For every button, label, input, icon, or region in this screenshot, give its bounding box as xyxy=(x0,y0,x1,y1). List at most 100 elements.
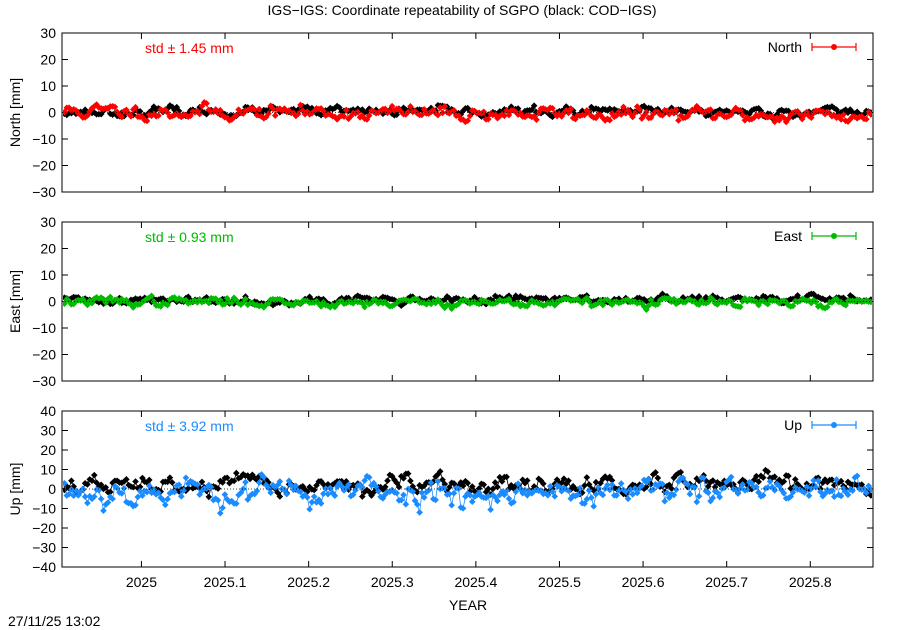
data-point xyxy=(583,474,591,481)
data-point xyxy=(505,295,513,303)
data-point xyxy=(178,113,185,121)
data-point xyxy=(118,479,126,487)
data-point xyxy=(849,487,856,495)
data-point xyxy=(214,485,222,492)
data-point xyxy=(613,492,620,499)
data-point xyxy=(766,478,774,485)
data-point xyxy=(544,491,552,499)
x-tick-label: 2025.6 xyxy=(622,574,665,590)
y-tick-label: −10 xyxy=(32,131,56,147)
data-point xyxy=(549,104,556,112)
data-point xyxy=(97,294,105,301)
data-point xyxy=(239,485,247,493)
data-point xyxy=(436,298,444,306)
data-point xyxy=(466,300,474,307)
data-point xyxy=(414,488,421,496)
data-point xyxy=(84,481,91,488)
data-point xyxy=(118,490,126,497)
data-point xyxy=(803,480,811,488)
data-point xyxy=(624,106,632,114)
y-tick-label: 20 xyxy=(40,241,56,257)
data-point xyxy=(604,107,611,114)
data-point xyxy=(485,115,492,123)
data-point xyxy=(837,492,845,500)
data-point xyxy=(338,297,346,305)
data-point xyxy=(661,497,669,505)
data-point xyxy=(443,293,451,300)
data-point xyxy=(274,489,281,496)
data-point xyxy=(704,483,712,490)
data-point xyxy=(162,106,169,114)
data-point xyxy=(746,295,753,303)
data-point xyxy=(599,491,607,499)
data-point xyxy=(216,106,224,114)
data-point xyxy=(796,297,804,305)
y-axis-label: North [mm] xyxy=(7,78,23,147)
data-point xyxy=(338,483,346,490)
data-point xyxy=(432,299,439,307)
data-point xyxy=(139,474,146,482)
panel-north: −30 −20 −10 0 10 20 30 North [mm] std ± 1.45 mm N… xyxy=(7,25,874,200)
data-point xyxy=(349,491,357,498)
data-point xyxy=(487,110,494,117)
data-point xyxy=(230,113,238,121)
data-point xyxy=(791,476,799,483)
data-point xyxy=(111,482,119,490)
data-point xyxy=(466,112,474,120)
data-point xyxy=(441,484,449,492)
y-tick-label: −30 xyxy=(32,373,56,389)
data-point xyxy=(846,115,854,123)
data-point xyxy=(253,487,261,495)
y-tick-label: 40 xyxy=(40,403,56,419)
data-point xyxy=(599,301,607,309)
data-point xyxy=(210,108,217,116)
data-point xyxy=(352,294,359,301)
data-point xyxy=(155,112,162,119)
data-point xyxy=(849,293,856,301)
data-point xyxy=(372,483,380,491)
data-point xyxy=(455,295,462,302)
data-point xyxy=(242,295,249,303)
data-point xyxy=(166,296,174,303)
y-tick-label: −10 xyxy=(32,320,56,336)
data-point xyxy=(432,496,439,504)
data-point xyxy=(620,103,627,111)
data-point xyxy=(281,486,288,493)
data-point xyxy=(526,488,533,495)
data-point xyxy=(645,302,652,310)
data-point xyxy=(755,301,762,309)
data-point xyxy=(251,106,258,113)
data-point xyxy=(269,105,277,113)
data-point xyxy=(375,300,382,307)
data-point xyxy=(494,483,501,491)
data-point xyxy=(725,297,733,304)
data-point xyxy=(489,485,497,493)
data-point xyxy=(136,295,144,302)
data-point xyxy=(347,112,355,120)
data-point xyxy=(363,486,371,494)
data-point xyxy=(787,493,795,500)
data-point xyxy=(359,493,366,500)
data-point xyxy=(475,300,483,308)
data-point xyxy=(125,300,132,307)
data-point xyxy=(684,481,691,488)
data-point xyxy=(801,489,808,496)
data-point xyxy=(604,115,611,123)
data-point xyxy=(562,486,570,493)
data-point xyxy=(627,486,634,493)
data-point xyxy=(771,473,778,481)
data-point xyxy=(562,480,570,488)
data-point xyxy=(397,473,405,480)
data-point xyxy=(313,499,320,506)
data-point xyxy=(553,112,561,120)
data-point xyxy=(157,494,165,501)
data-point xyxy=(588,494,595,501)
data-point xyxy=(846,292,854,299)
data-point xyxy=(219,479,226,486)
data-point xyxy=(255,472,263,480)
data-point xyxy=(652,469,659,476)
data-point xyxy=(184,480,192,488)
legend-label: Up xyxy=(784,417,802,433)
data-point xyxy=(468,483,476,490)
data-point xyxy=(391,476,398,484)
